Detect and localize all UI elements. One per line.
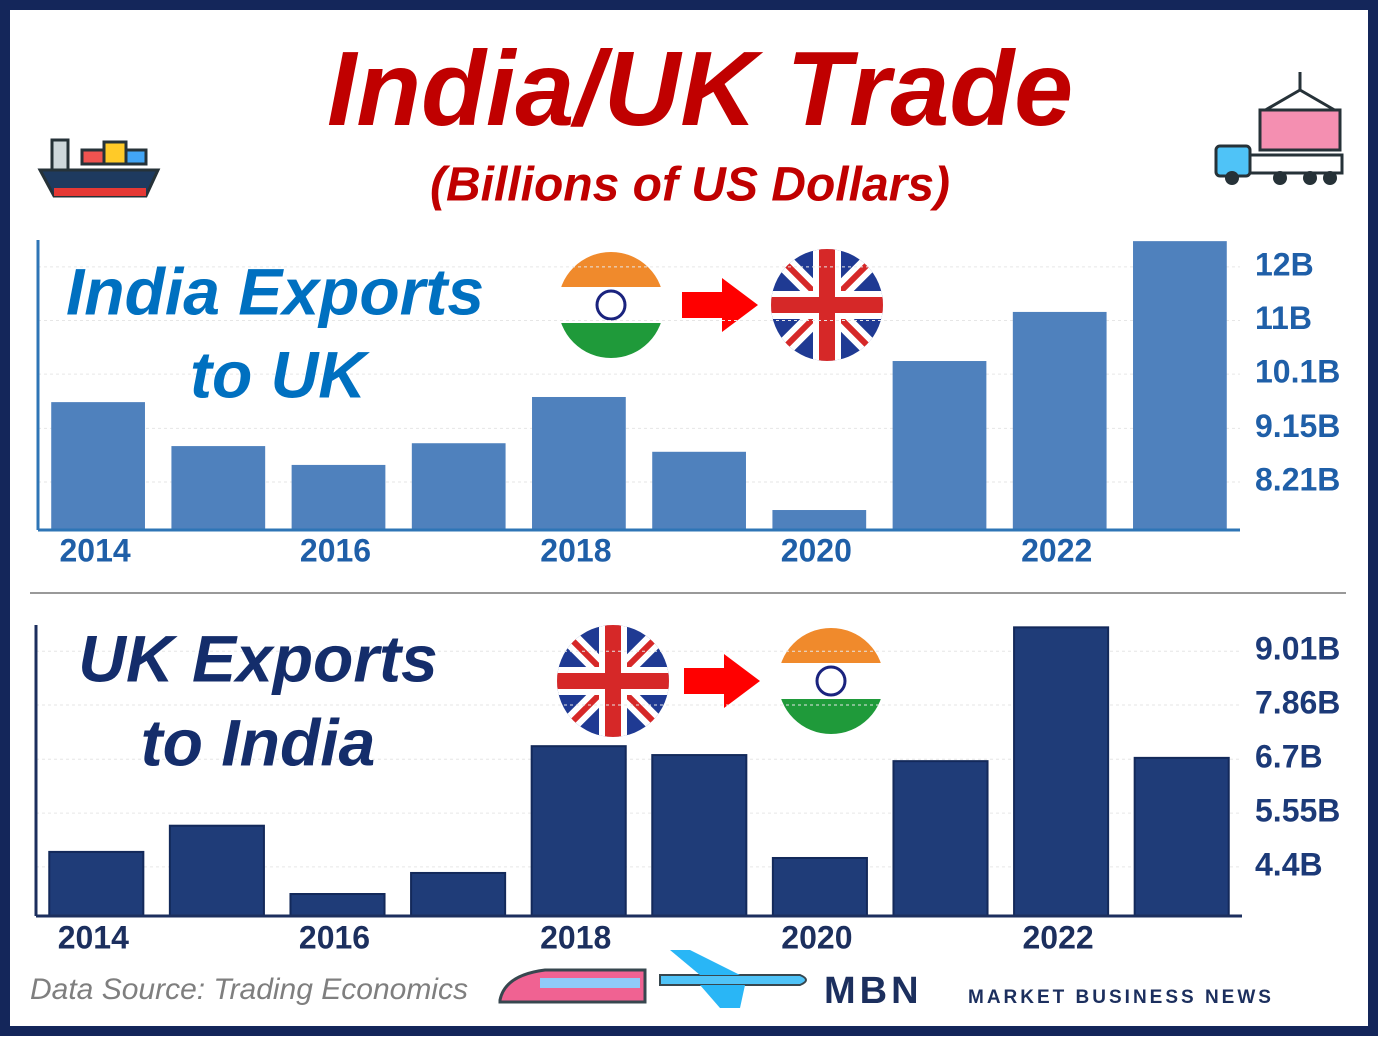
arrow — [684, 654, 760, 708]
brand-tagline: MARKET BUSINESS NEWS — [968, 987, 1274, 1008]
x-tick-label: 2020 — [781, 919, 852, 955]
bar — [532, 396, 626, 530]
brand: MBN — [824, 970, 923, 1012]
y-tick-label: 9.01B — [1255, 631, 1340, 667]
y-tick-label: 6.7B — [1255, 739, 1323, 775]
y-tick-label: 12B — [1255, 246, 1314, 282]
y-tick-label: 8.21B — [1255, 462, 1340, 498]
bar — [771, 856, 868, 917]
bar — [530, 745, 627, 917]
x-tick-label: 2022 — [1021, 532, 1092, 568]
bar — [892, 361, 987, 530]
bar — [1133, 241, 1227, 531]
y-tick-label: 11B — [1255, 300, 1312, 336]
bar — [1012, 311, 1107, 530]
source: Data Source: Trading Economics — [30, 973, 468, 1006]
bar — [48, 850, 145, 918]
chart-title: India Exports — [66, 254, 484, 328]
arrow — [682, 278, 758, 332]
bar — [51, 402, 145, 530]
bar — [171, 446, 266, 530]
x-tick-label: 2014 — [58, 919, 129, 955]
y-tick-label: 9.15B — [1255, 408, 1340, 444]
x-tick-label: 2022 — [1023, 919, 1094, 955]
x-tick-label: 2016 — [300, 532, 371, 568]
bar — [651, 754, 748, 917]
x-tick-label: 2016 — [299, 919, 370, 955]
bar — [1133, 756, 1230, 917]
bar — [1013, 626, 1110, 917]
bar — [652, 451, 746, 530]
train-icon — [498, 968, 647, 1004]
y-tick-label: 4.4B — [1255, 846, 1323, 882]
chart-title: to UK — [190, 337, 370, 411]
bar — [289, 893, 386, 917]
y-tick-label: 5.55B — [1255, 793, 1340, 829]
bar — [291, 464, 386, 530]
y-tick-label: 10.1B — [1255, 354, 1340, 390]
title: India/UK Trade — [327, 30, 1073, 148]
truck-icon — [1214, 72, 1344, 185]
bar — [411, 443, 506, 530]
bar — [410, 871, 507, 917]
x-tick-label: 2018 — [540, 532, 611, 568]
india-flag — [558, 252, 664, 358]
plane-icon — [659, 950, 807, 1008]
uk-flag — [771, 249, 883, 361]
x-tick-label: 2018 — [540, 919, 611, 955]
x-tick-label: 2014 — [60, 532, 131, 568]
y-tick-label: 7.86B — [1255, 684, 1340, 720]
bar — [168, 824, 265, 918]
x-tick-label: 2020 — [781, 532, 852, 568]
ship-icon — [37, 138, 161, 198]
bar — [772, 510, 867, 530]
uk-flag — [557, 625, 669, 737]
bar — [892, 760, 989, 917]
chart-title: to India — [141, 705, 376, 779]
subtitle: (Billions of US Dollars) — [430, 159, 950, 212]
chart-title: UK Exports — [78, 621, 437, 695]
